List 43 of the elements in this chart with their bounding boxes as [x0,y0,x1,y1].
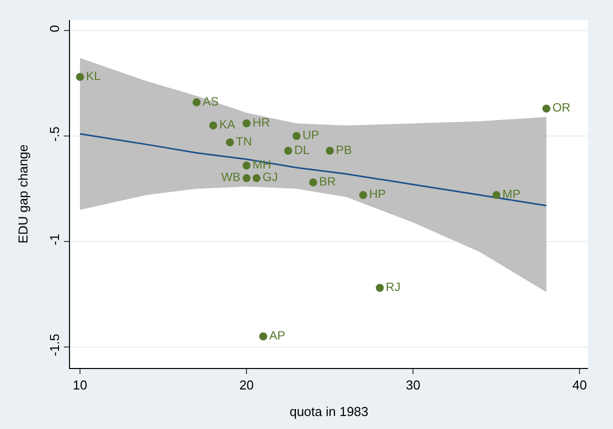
y-tick-label: -1.5 [46,334,62,356]
y-tick-label: -1 [46,234,62,246]
data-label: GJ [262,170,278,184]
point [284,146,292,155]
x-axis-title: quota in 1983 [290,404,368,420]
point [292,132,301,140]
point [226,138,234,146]
point [192,98,201,106]
data-label: MP [502,187,520,202]
point [209,121,218,130]
x-tick-label: 30 [406,378,420,393]
data-label: HR [252,115,270,130]
data-label: OR [552,100,571,115]
x-tick-label: 20 [239,378,254,393]
point [309,178,318,186]
point [259,332,268,340]
data-label: AS [202,94,219,108]
data-label: PB [336,142,352,157]
data-label: HP [369,187,386,202]
point [242,162,251,170]
point [326,146,334,155]
y-tick-label: 0 [46,24,62,32]
point [76,72,84,81]
x-tick-label: 40 [572,378,587,393]
point [252,174,261,182]
point [359,191,368,200]
data-label: UP [302,128,320,142]
point [492,191,500,200]
data-label: DL [294,142,310,157]
y-axis-title: EDU gap change [16,144,31,244]
point [242,119,251,128]
x-tick-label: 10 [72,378,88,393]
data-label: RJ [386,280,400,294]
point [542,104,550,113]
data-label: AP [269,328,286,342]
data-label: KA [219,117,236,132]
y-tick-label: -.5 [46,126,62,142]
data-label: KL [86,68,101,83]
point [242,174,251,182]
data-label: BR [319,174,336,188]
data-label: WB [221,170,241,184]
data-label: TN [236,134,252,148]
point [376,284,384,292]
